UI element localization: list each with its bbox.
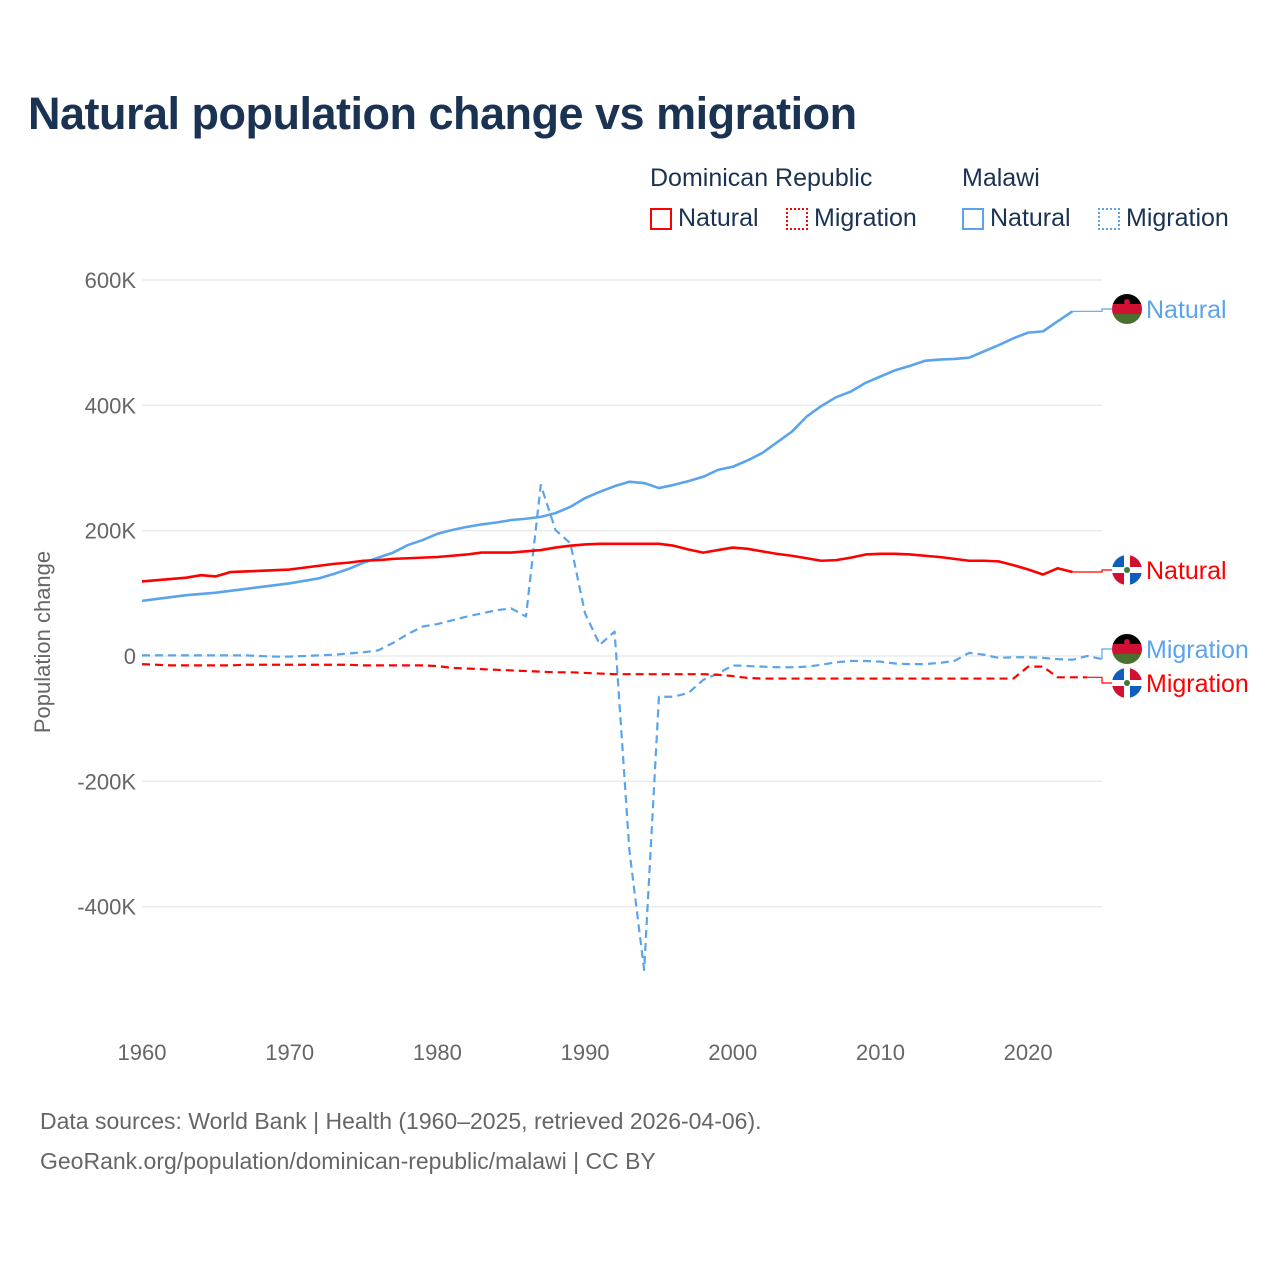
legend-label: Natural [678,204,759,232]
y-tick-label: -200K [77,769,136,794]
series-line-malawi-natural [141,310,1074,603]
y-tick-label: 0 [124,644,136,669]
legend-item-malawi-natural[interactable]: Natural [962,204,1071,233]
legend-swatch-dotted-blue [1098,207,1120,230]
label-connector [1072,308,1112,312]
chart-title: Natural population change vs migration [28,88,857,139]
legend-item-dr-migration[interactable]: Migration [786,204,917,233]
label-connector [1101,648,1112,660]
x-tick-label: 2000 [708,1040,757,1065]
y-tick-label: -400K [77,895,136,920]
malawi-flag-icon [1112,294,1142,324]
y-tick-label: 200K [85,519,137,544]
legend-label: Migration [1126,204,1229,232]
footer-sources: Data sources: World Bank | Health (1960–… [40,1108,762,1134]
x-tick-label: 2020 [1004,1040,1053,1065]
x-tick-label: 1990 [561,1040,610,1065]
legend-swatch-solid-blue [962,207,984,230]
y-tick-label: 400K [85,393,137,418]
legend-swatch-solid-red [650,207,672,230]
series-end-label: Natural [1146,557,1227,585]
series-line-dominican-republic-migration [141,663,1088,680]
malawi-flag-icon [1112,634,1142,664]
x-tick-label: 1980 [413,1040,462,1065]
dominican-republic-flag-icon [1112,555,1142,585]
legend-item-malawi-migration[interactable]: Migration [1098,204,1229,233]
dominican-republic-flag-icon [1112,668,1142,698]
footer-link[interactable]: GeoRank.org/population/dominican-republi… [40,1148,656,1174]
x-tick-label: 1970 [265,1040,314,1065]
legend-group-dominican-republic: Dominican Republic [650,164,873,192]
legend-label: Natural [990,204,1071,232]
legend-swatch-dotted-red [786,207,808,230]
legend-label: Migration [814,204,917,232]
y-axis-label: Population change [30,551,55,733]
x-tick-label: 1960 [118,1040,167,1065]
series-end-label: Natural [1146,296,1227,324]
legend-group-malawi: Malawi [962,164,1040,192]
legend-item-dr-natural[interactable]: Natural [650,204,759,233]
y-tick-label: 600K [85,268,137,293]
series-end-label: Migration [1146,636,1249,664]
label-connector [1087,676,1112,684]
series-line-malawi-migration [142,483,1103,972]
x-tick-label: 2010 [856,1040,905,1065]
series-line-dominican-republic-natural [141,542,1073,583]
label-connector [1072,569,1112,573]
series-end-label: Migration [1146,670,1249,698]
